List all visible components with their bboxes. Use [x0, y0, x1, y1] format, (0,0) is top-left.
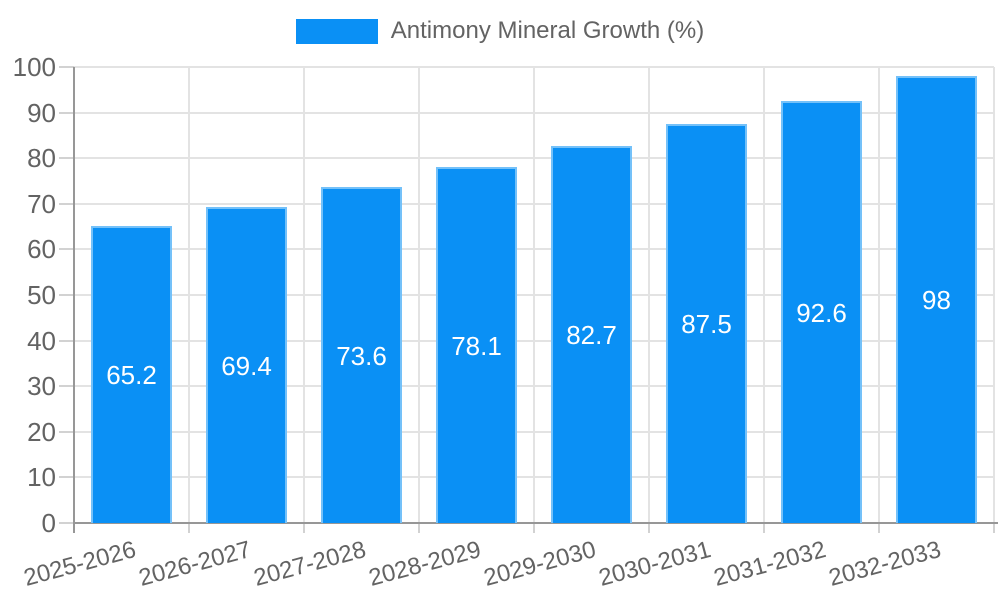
x-gridline: [533, 67, 535, 523]
y-tick-label: 40: [27, 325, 56, 356]
y-tick-label: 100: [12, 52, 56, 82]
x-gridline: [878, 67, 880, 523]
y-axis-tick: [59, 66, 74, 68]
y-axis-tick: [59, 111, 74, 114]
bar[interactable]: 69.4: [206, 207, 287, 523]
x-label-anchor: 2032-2033: [617, 536, 944, 592]
bar[interactable]: 78.1: [436, 167, 517, 523]
legend-label: Antimony Mineral Growth (%): [390, 17, 705, 44]
bar-value-label: 92.6: [796, 297, 847, 328]
y-tick-label: 60: [27, 234, 56, 265]
y-axis-tick: [59, 476, 74, 479]
x-tick-label: 2032-2033: [825, 536, 944, 592]
y-axis-tick: [59, 385, 74, 388]
x-gridline: [763, 67, 765, 523]
bar[interactable]: 87.5: [666, 124, 747, 523]
y-axis-tick: [59, 430, 74, 433]
x-axis-line: [73, 522, 998, 524]
legend-swatch-icon: [295, 18, 378, 44]
x-gridline: [648, 67, 650, 523]
bar-value-label: 82.7: [566, 320, 617, 350]
y-tick-label: 90: [27, 97, 56, 128]
bar-value-label: 78.1: [451, 330, 502, 361]
x-gridline: [303, 67, 305, 523]
y-tick-label: 20: [27, 416, 56, 447]
y-tick-label: 70: [27, 188, 56, 219]
x-axis-tick: [878, 523, 880, 533]
y-axis-tick: [59, 157, 74, 160]
y-axis-tick: [59, 294, 74, 296]
bar-value-label: 87.5: [681, 309, 732, 339]
x-axis-tick: [303, 523, 305, 533]
x-gridline: [993, 67, 995, 523]
y-tick-label: 80: [27, 143, 56, 174]
y-tick-label: 50: [27, 280, 56, 310]
y-tick-label: 10: [27, 462, 56, 493]
y-axis-tick: [59, 339, 74, 342]
bar[interactable]: 73.6: [321, 187, 402, 523]
x-axis-tick: [648, 523, 650, 533]
bar-value-label: 65.2: [106, 360, 157, 390]
x-axis-tick: [763, 523, 765, 533]
y-axis-line: [73, 67, 75, 533]
bar[interactable]: 65.2: [91, 226, 172, 523]
x-axis-tick: [418, 523, 420, 533]
bar-value-label: 73.6: [336, 340, 387, 371]
y-axis-tick: [59, 248, 74, 251]
bar[interactable]: 92.6: [781, 101, 862, 523]
bar-value-label: 98: [922, 285, 951, 315]
x-axis-tick: [533, 523, 535, 533]
x-axis-tick: [188, 523, 190, 533]
bar-value-label: 69.4: [221, 350, 272, 381]
x-gridline: [188, 67, 190, 523]
x-axis-tick: [993, 523, 995, 533]
y-tick-label: 0: [41, 508, 56, 538]
y-tick-label: 30: [27, 371, 56, 402]
bar[interactable]: 82.7: [551, 146, 632, 523]
y-axis-tick: [59, 202, 74, 205]
y-axis-tick: [59, 522, 74, 524]
bar[interactable]: 98: [896, 76, 977, 523]
x-gridline: [418, 67, 420, 523]
legend[interactable]: Antimony Mineral Growth (%): [0, 17, 1000, 44]
